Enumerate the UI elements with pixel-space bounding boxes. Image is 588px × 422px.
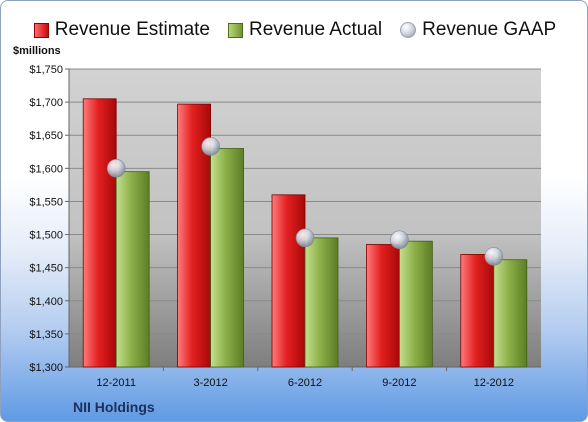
x-tick-label: 9-2012 bbox=[382, 377, 416, 389]
legend-swatch-actual bbox=[228, 22, 243, 38]
point-revenue-gaap bbox=[201, 137, 220, 156]
legend-marker-gaap bbox=[400, 22, 417, 38]
y-tick-label: $1,750 bbox=[29, 64, 63, 76]
legend-item-gaap: Revenue GAAP bbox=[400, 19, 556, 41]
legend-label-actual: Revenue Actual bbox=[249, 19, 383, 40]
y-tick-label: $1,500 bbox=[29, 230, 63, 242]
y-tick-label: $1,450 bbox=[29, 263, 63, 275]
x-tick-label: 3-2012 bbox=[193, 377, 227, 389]
bar-revenue-actual bbox=[210, 148, 245, 368]
bar-revenue-actual bbox=[493, 259, 528, 368]
legend-item-estimate: Revenue Estimate bbox=[33, 19, 210, 41]
point-revenue-gaap bbox=[484, 247, 504, 266]
bar-revenue-actual bbox=[304, 237, 339, 368]
y-tick-label: $1,550 bbox=[29, 196, 63, 208]
bar-revenue-actual bbox=[398, 240, 433, 368]
legend-label-estimate: Revenue Estimate bbox=[54, 19, 210, 40]
point-revenue-gaap bbox=[295, 228, 315, 248]
y-tick-label: $1,350 bbox=[29, 329, 63, 341]
legend-label-gaap: Revenue GAAP bbox=[422, 19, 557, 40]
legend-item-actual: Revenue Actual bbox=[228, 19, 382, 41]
y-tick-label: $1,400 bbox=[29, 296, 63, 308]
x-tick-label: 6-2012 bbox=[288, 377, 322, 389]
legend-swatch-estimate bbox=[33, 22, 49, 38]
chart-legend: Revenue Estimate Revenue Actual Revenue … bbox=[1, 15, 587, 45]
bar-revenue-actual bbox=[115, 171, 150, 368]
y-tick-label: $1,650 bbox=[29, 130, 63, 142]
x-tick-label: 12-2011 bbox=[96, 377, 136, 389]
bar-revenue-estimate bbox=[460, 254, 495, 368]
bar-revenue-estimate bbox=[365, 244, 400, 368]
y-axis-units-label: $millions bbox=[13, 45, 61, 57]
x-tick-label: 12-2012 bbox=[474, 377, 514, 389]
y-tick-label: $1,300 bbox=[29, 362, 63, 374]
bar-revenue-estimate bbox=[271, 194, 306, 368]
point-revenue-gaap bbox=[106, 159, 126, 178]
y-tick-label: $1,700 bbox=[29, 97, 63, 109]
y-tick-label: $1,600 bbox=[29, 163, 63, 175]
company-name: NII Holdings bbox=[73, 399, 155, 415]
bar-revenue-estimate bbox=[82, 98, 117, 368]
point-revenue-gaap bbox=[390, 230, 409, 250]
